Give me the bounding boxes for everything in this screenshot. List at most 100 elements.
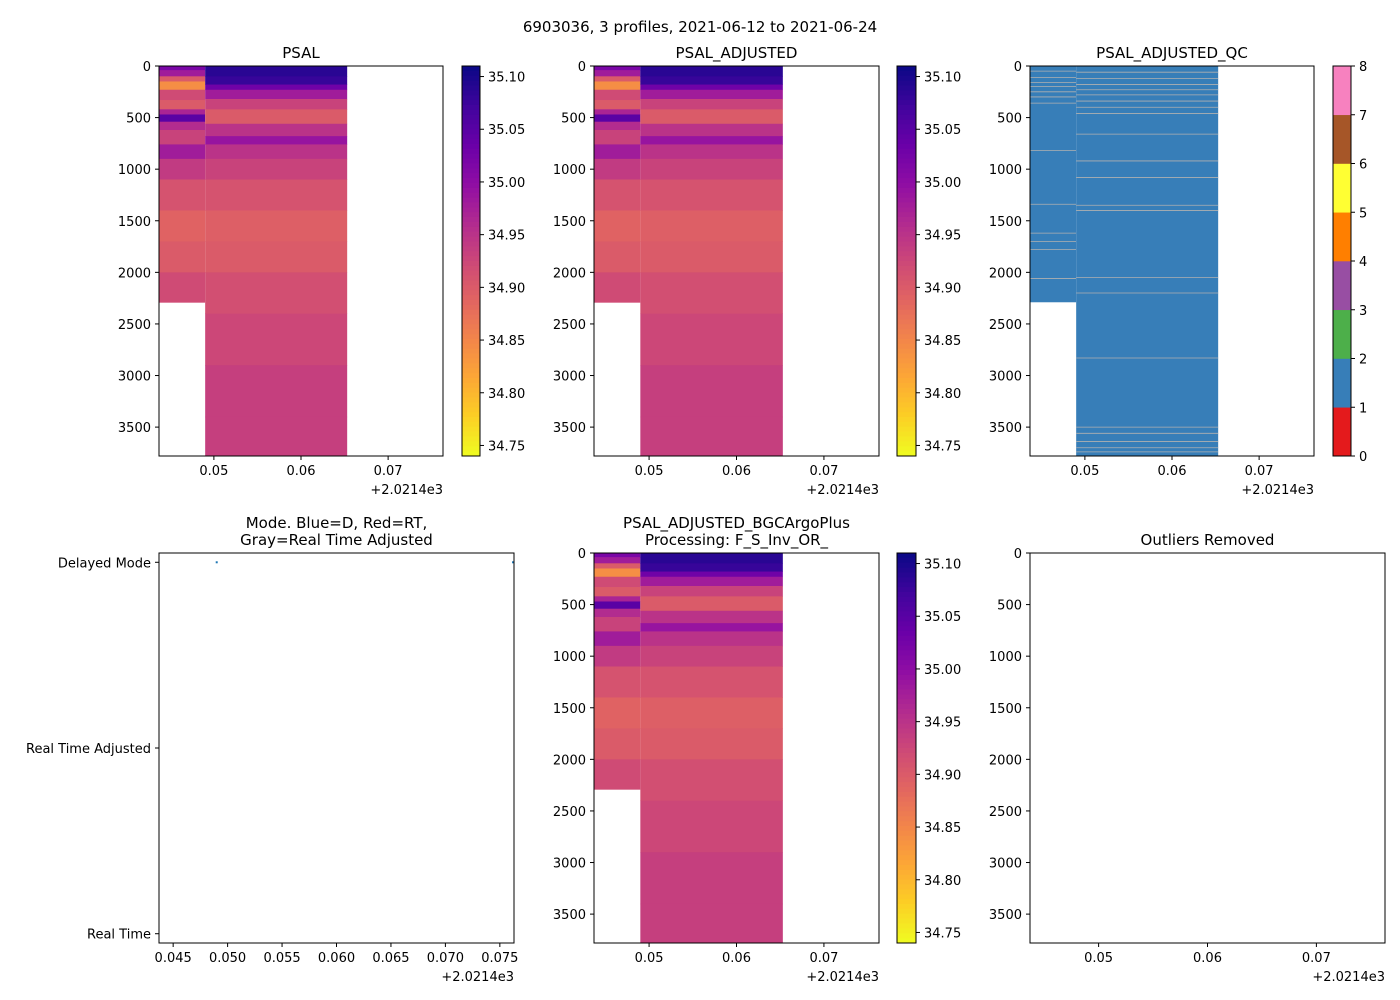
profile-cell bbox=[594, 70, 641, 77]
profile-cell bbox=[594, 728, 641, 760]
colorbar-segment bbox=[462, 202, 480, 208]
x-offset-label: +2.0214e3 bbox=[1241, 483, 1314, 498]
colorbar-segment bbox=[462, 378, 480, 384]
colorbar-segment bbox=[897, 801, 916, 807]
subplot-title-line: PSAL_ADJUSTED_QC bbox=[1096, 44, 1248, 63]
y-tick-label: 0 bbox=[578, 547, 586, 562]
colorbar-segment bbox=[897, 300, 916, 306]
profile-cell bbox=[159, 81, 206, 91]
y-tick-label: 1000 bbox=[989, 163, 1022, 178]
colorbar-segment bbox=[462, 207, 480, 213]
profile-1 bbox=[640, 553, 783, 944]
colorbar-tick-label: 34.90 bbox=[924, 768, 961, 783]
colorbar-segment bbox=[897, 587, 916, 593]
profile-cell bbox=[640, 800, 783, 853]
colorbar-segment bbox=[897, 339, 916, 345]
colorbar-segment bbox=[897, 631, 916, 637]
profile-cell bbox=[640, 313, 783, 366]
profile-cell bbox=[205, 179, 348, 211]
profile-cell bbox=[640, 76, 783, 85]
colorbar-segment bbox=[897, 392, 916, 398]
colorbar-segment bbox=[462, 192, 480, 199]
colorbar-segment bbox=[897, 845, 916, 851]
colorbar-segment bbox=[897, 869, 916, 876]
colorbar-segment bbox=[897, 811, 916, 817]
colorbar-segment bbox=[897, 378, 916, 384]
colorbar: 34.75 34.80 34.85 34.90 34.95 35.00 35.05 35.10 bbox=[896, 65, 961, 457]
colorbar-segment bbox=[462, 290, 480, 296]
colorbar-segment bbox=[897, 134, 916, 140]
colorbar-tick-label: 34.85 bbox=[924, 821, 961, 836]
colorbar-tick-label: 34.90 bbox=[924, 281, 961, 296]
colorbar-segment bbox=[462, 392, 480, 398]
profile-cell bbox=[159, 89, 206, 101]
y-tick-label: 2500 bbox=[118, 318, 151, 333]
colorbar-segment bbox=[897, 709, 916, 715]
colorbar-segment bbox=[897, 645, 916, 651]
profile-cell bbox=[594, 563, 641, 569]
subplot-psal: PSAL 0.05 0.06 0.07 +2.0214e3 0 500 1000 1500 200… bbox=[118, 44, 525, 498]
colorbar-segment bbox=[462, 66, 480, 72]
profile-cell bbox=[640, 109, 783, 125]
colorbar-segment bbox=[897, 158, 916, 164]
colorbar-tick-label: 34.85 bbox=[488, 334, 525, 349]
colorbar-segment bbox=[897, 373, 916, 379]
profile-cell bbox=[594, 576, 641, 588]
colorbar-segment bbox=[897, 314, 916, 320]
colorbar-segment bbox=[897, 295, 916, 301]
subplot-bgc: PSAL_ADJUSTED_BGCArgoPlus Processing: F_S… bbox=[553, 514, 961, 985]
colorbar-segment bbox=[462, 75, 480, 82]
colorbar-segment bbox=[897, 431, 916, 437]
colorbar-segment bbox=[897, 650, 916, 656]
colorbar-segment bbox=[897, 451, 916, 457]
colorbar-segment bbox=[897, 772, 916, 778]
colorbar-tick-label: 34.90 bbox=[488, 281, 525, 296]
colorbar-segment bbox=[462, 212, 480, 218]
colorbar-segment bbox=[462, 187, 480, 194]
colorbar-segment bbox=[897, 918, 916, 924]
axes-frame bbox=[158, 552, 515, 944]
profile-cell bbox=[640, 852, 783, 905]
qc-cell bbox=[1030, 66, 1077, 303]
profile-cell bbox=[205, 99, 348, 110]
x-tick-label: 0.075 bbox=[481, 951, 518, 966]
profile-cell bbox=[640, 576, 783, 587]
colorbar-segment bbox=[462, 90, 480, 96]
colorbar-segment bbox=[462, 153, 480, 160]
colorbar-segment bbox=[462, 397, 480, 403]
colorbar-segment bbox=[897, 173, 916, 179]
y-tick-label: 0 bbox=[1014, 547, 1022, 562]
profile-cell bbox=[594, 697, 641, 729]
colorbar-segment bbox=[897, 363, 916, 369]
colorbar-segment bbox=[897, 275, 916, 281]
colorbar-segment bbox=[897, 421, 916, 428]
colorbar-segment bbox=[897, 923, 916, 929]
profile-cell bbox=[594, 272, 641, 303]
colorbar-segment bbox=[897, 222, 916, 228]
profile-cell bbox=[594, 596, 641, 602]
colorbar-segment bbox=[462, 329, 480, 335]
colorbar-segment bbox=[462, 70, 480, 77]
colorbar-segment bbox=[897, 660, 916, 666]
colorbar-segment bbox=[897, 635, 916, 642]
colorbar-segment bbox=[462, 417, 480, 423]
colorbar-segment bbox=[897, 153, 916, 160]
profile-cell bbox=[594, 241, 641, 273]
colorbar-segment bbox=[897, 212, 916, 218]
profile-cell bbox=[205, 76, 348, 85]
colorbar-segment bbox=[897, 270, 916, 277]
y-tick-label: 2000 bbox=[553, 753, 586, 768]
colorbar-segment bbox=[462, 339, 480, 345]
profile-cell bbox=[205, 89, 348, 100]
profile-cell bbox=[640, 645, 783, 667]
colorbar-tick-label: 35.00 bbox=[924, 663, 961, 678]
subplot-title: Mode. Blue=D, Red=RT, Gray=Real Time Adju… bbox=[240, 514, 433, 549]
profile-cell bbox=[594, 144, 641, 160]
mode-point bbox=[215, 561, 218, 564]
colorbar-segment bbox=[897, 246, 916, 252]
y-tick-label: 500 bbox=[561, 599, 586, 614]
colorbar-segment bbox=[897, 129, 916, 135]
colorbar-segment bbox=[1333, 358, 1351, 408]
profile-1 bbox=[1076, 66, 1219, 456]
profile-cell bbox=[640, 84, 783, 91]
